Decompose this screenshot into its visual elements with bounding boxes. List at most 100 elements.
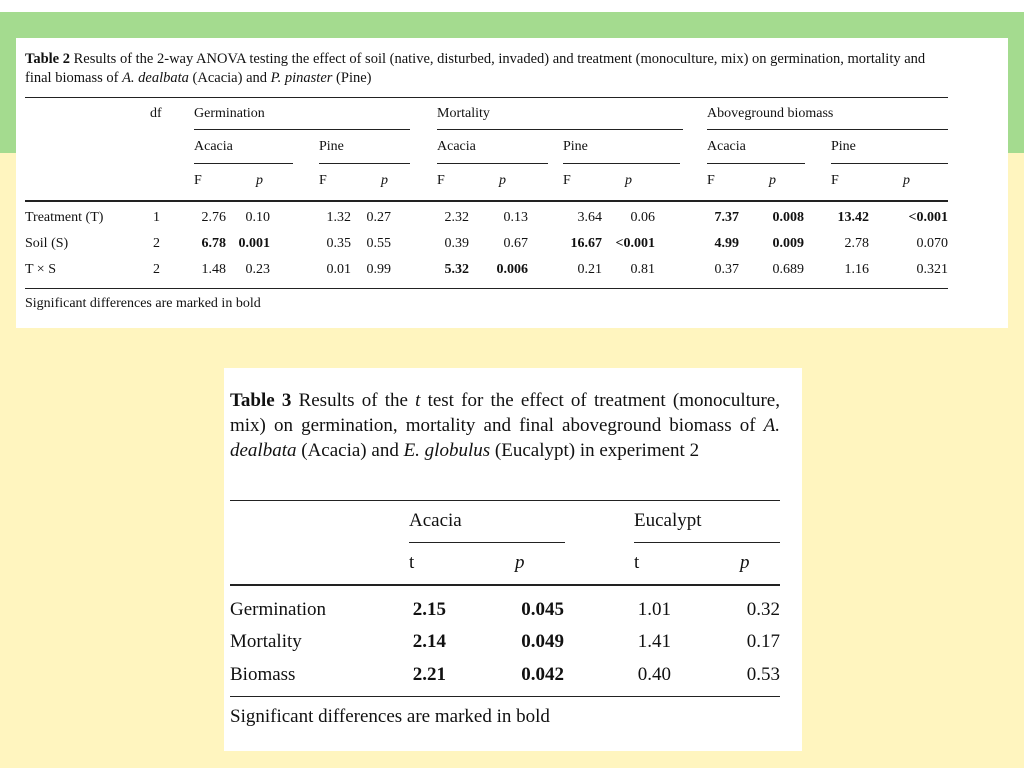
- group-header: Mortality: [437, 106, 490, 121]
- group-header: Germination: [194, 106, 265, 121]
- table-cell: 1.48: [201, 262, 227, 277]
- table-cell: 2.15: [412, 599, 446, 620]
- table-cell: 0.81: [630, 262, 656, 277]
- table-cell: 0.01: [326, 262, 352, 277]
- table-cell: 0.10: [245, 210, 271, 225]
- table-cell: 2.21: [412, 664, 446, 685]
- subgroup-header: Acacia: [437, 139, 476, 154]
- table-3-label: Table 3: [230, 390, 292, 411]
- table-rule: [230, 584, 780, 586]
- table-rule: [230, 500, 780, 501]
- group-rule: [437, 129, 683, 130]
- group-header: Aboveground biomass: [707, 106, 834, 121]
- stat-header: t: [634, 552, 640, 573]
- subgroup-header: Pine: [319, 139, 344, 154]
- group-rule: [194, 129, 410, 130]
- table-cell: 2.76: [201, 210, 227, 225]
- subgroup-header: Pine: [831, 139, 856, 154]
- row-label: Mortality: [230, 631, 302, 652]
- table-cell: 16.67: [570, 236, 603, 251]
- caption-text: Results of the 2-way ANOVA testing the e…: [25, 51, 926, 86]
- table-rule: [25, 288, 948, 289]
- stat-header-p: p: [625, 173, 632, 188]
- table-3-caption: Table 3 Results of the t test for the ef…: [230, 388, 780, 463]
- table-cell: 0.99: [366, 262, 392, 277]
- table-2-label: Table 2: [25, 51, 70, 67]
- t-symbol: t: [415, 390, 421, 411]
- table-cell: 1.16: [844, 262, 870, 277]
- stat-header: t: [409, 552, 415, 573]
- stat-header-f: F: [707, 173, 715, 188]
- table-cell: 4.99: [714, 236, 740, 251]
- group-rule: [707, 129, 948, 130]
- stat-header-p: p: [769, 173, 776, 188]
- table-cell: 3.64: [577, 210, 603, 225]
- table-cell: 0.17: [746, 631, 780, 652]
- subgroup-rule: [707, 163, 805, 164]
- caption-text: (Eucalypt) in experiment 2: [490, 440, 700, 461]
- caption-text: (Pine): [332, 70, 372, 86]
- table-cell: 0.53: [746, 664, 780, 685]
- subgroup-rule: [194, 163, 293, 164]
- table-3-footnote: Significant differences are marked in bo…: [230, 706, 550, 727]
- table-cell: 0.06: [630, 210, 656, 225]
- species-name: A. dealbata: [122, 70, 189, 86]
- stat-header-p: p: [903, 173, 910, 188]
- subgroup-header: Pine: [563, 139, 588, 154]
- stat-header-f: F: [831, 173, 839, 188]
- table-3-panel: Table 3 Results of the t test for the ef…: [224, 368, 802, 751]
- table-cell: <0.001: [908, 210, 948, 225]
- table-cell: 0.13: [503, 210, 529, 225]
- table-cell: 1.32: [326, 210, 352, 225]
- table-cell: 0.042: [521, 664, 564, 685]
- table-cell: 0.23: [245, 262, 271, 277]
- table-cell: 0.37: [714, 262, 740, 277]
- table-cell: 0.39: [444, 236, 470, 251]
- caption-text: test for the effect of treatment (monocu…: [230, 390, 780, 436]
- row-label: Germination: [230, 599, 327, 620]
- stat-header-p: p: [256, 173, 263, 188]
- stat-header-f: F: [437, 173, 445, 188]
- table-cell: 1.01: [637, 599, 671, 620]
- table-cell: 0.32: [746, 599, 780, 620]
- stat-header: p: [740, 552, 750, 573]
- table-cell: 5.32: [444, 262, 470, 277]
- table-cell: 6.78: [201, 236, 227, 251]
- table-2-panel: Table 2 Results of the 2-way ANOVA testi…: [16, 38, 1008, 328]
- table-cell: 0.40: [637, 664, 671, 685]
- subgroup-header: Acacia: [707, 139, 746, 154]
- group-header: Acacia: [409, 510, 462, 531]
- caption-text: Results of the: [291, 390, 416, 411]
- species-name: A. dealbata: [230, 415, 780, 461]
- table-cell: 0.35: [326, 236, 352, 251]
- stat-header-f: F: [194, 173, 202, 188]
- table-cell: 0.070: [916, 236, 949, 251]
- table-cell: 0.049: [521, 631, 564, 652]
- table-cell: 0.67: [503, 236, 529, 251]
- table-cell: 0.321: [916, 262, 949, 277]
- species-name: P. pinaster: [270, 70, 333, 86]
- row-df: 2: [153, 262, 160, 277]
- stat-header-p: p: [381, 173, 388, 188]
- table-cell: 0.689: [772, 262, 805, 277]
- table-cell: 0.006: [496, 262, 529, 277]
- row-df: 2: [153, 236, 160, 251]
- top-white-band: [0, 0, 1024, 12]
- table-2-footnote: Significant differences are marked in bo…: [25, 296, 261, 311]
- table-cell: 0.001: [238, 236, 271, 251]
- stat-header-p: p: [499, 173, 506, 188]
- subgroup-rule: [563, 163, 680, 164]
- table-cell: 0.21: [577, 262, 603, 277]
- stat-header-f: F: [563, 173, 571, 188]
- table-cell: 2.78: [844, 236, 870, 251]
- table-cell: 1.41: [637, 631, 671, 652]
- table-cell: 13.42: [837, 210, 870, 225]
- table-rule: [25, 97, 948, 98]
- row-label: Treatment (T): [25, 210, 104, 225]
- table-2-caption: Table 2 Results of the 2-way ANOVA testi…: [25, 50, 955, 88]
- table-cell: 7.37: [714, 210, 740, 225]
- table-cell: 0.008: [772, 210, 805, 225]
- caption-text: (Acacia) and: [296, 440, 404, 461]
- caption-text: (Acacia) and: [188, 70, 271, 86]
- table-cell: 0.009: [772, 236, 805, 251]
